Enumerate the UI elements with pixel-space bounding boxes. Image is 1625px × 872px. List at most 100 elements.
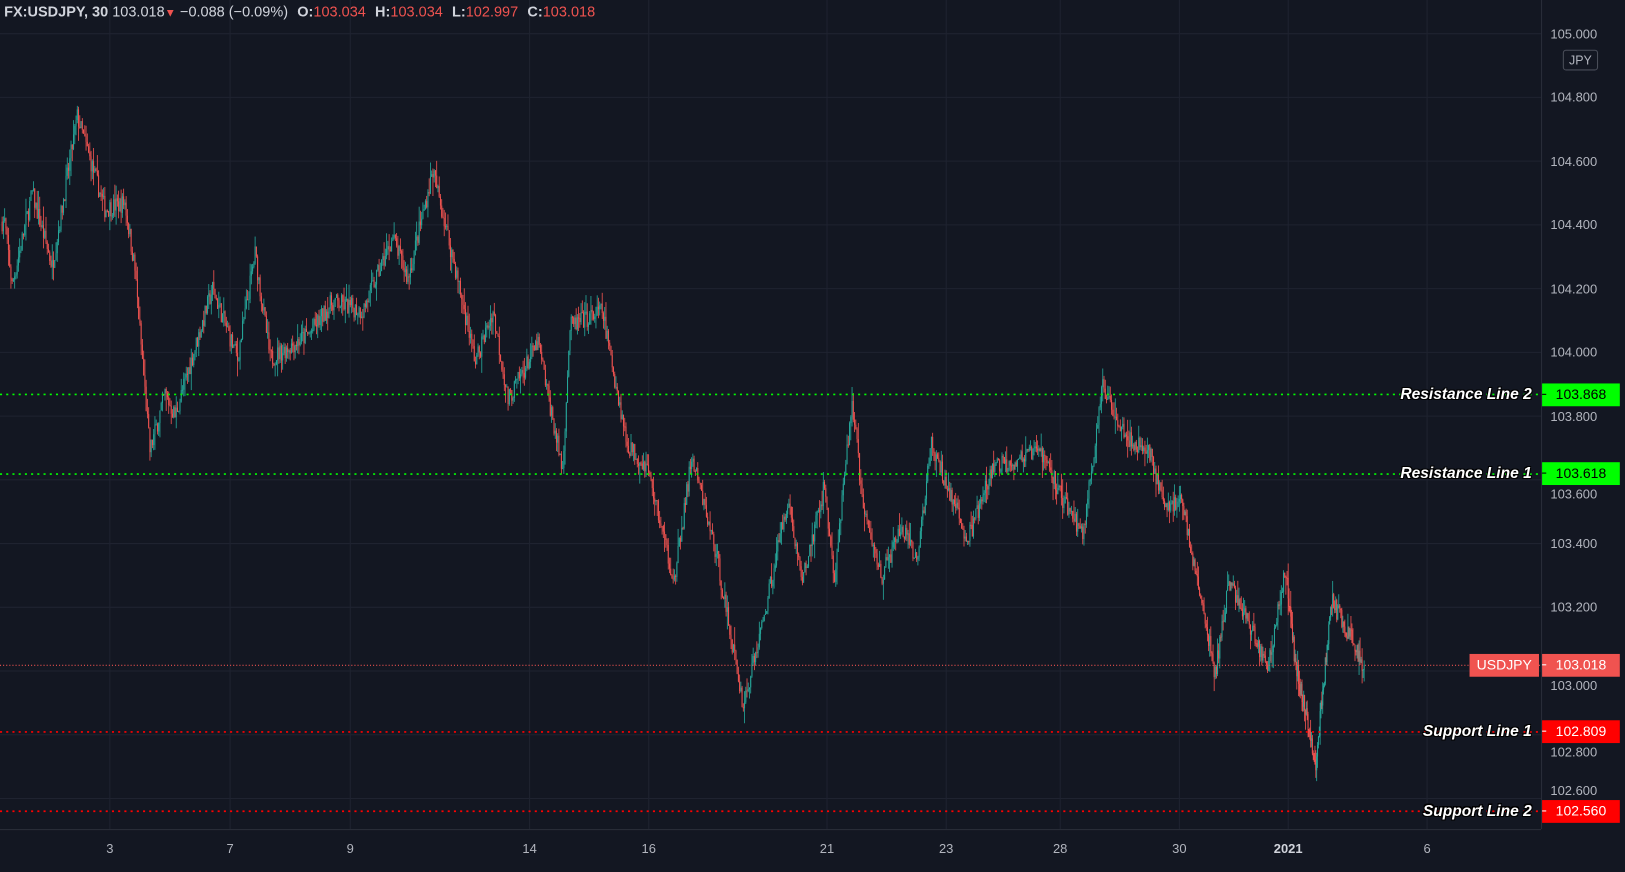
candle-body bbox=[901, 526, 903, 533]
candle-body bbox=[257, 256, 259, 281]
candle bbox=[263, 298, 265, 315]
candle-body bbox=[1340, 608, 1342, 611]
candle-body bbox=[1295, 658, 1297, 665]
candle-body bbox=[1247, 613, 1249, 621]
candle bbox=[1254, 623, 1256, 647]
candle bbox=[346, 283, 348, 302]
candle bbox=[914, 548, 916, 558]
candle-body bbox=[891, 547, 893, 563]
down-arrow-icon: ▼ bbox=[164, 7, 176, 20]
candle bbox=[310, 328, 312, 341]
candle bbox=[751, 653, 753, 678]
candle bbox=[1360, 656, 1362, 664]
candle-body bbox=[866, 513, 868, 521]
resistance-price-tag: 103.618 bbox=[1542, 462, 1620, 486]
candle-body bbox=[871, 539, 873, 546]
candle bbox=[392, 234, 394, 242]
candle bbox=[1145, 444, 1147, 454]
candle bbox=[576, 314, 578, 335]
candle bbox=[46, 240, 48, 255]
support-line-label[interactable]: Support Line 2 bbox=[1422, 802, 1532, 820]
candle-body bbox=[815, 515, 817, 525]
candle bbox=[220, 303, 222, 323]
candle bbox=[981, 496, 983, 510]
symbol-title[interactable]: FX:USDJPY, 30 bbox=[4, 3, 109, 20]
candle bbox=[332, 302, 334, 315]
candle bbox=[1323, 681, 1325, 688]
candle bbox=[1001, 452, 1003, 474]
candle bbox=[327, 296, 329, 331]
candle bbox=[1170, 495, 1172, 513]
candle bbox=[702, 479, 704, 506]
candle-body bbox=[1296, 664, 1298, 677]
candle-body bbox=[1012, 464, 1014, 467]
candle bbox=[867, 519, 869, 529]
candle-body bbox=[64, 199, 66, 201]
candle bbox=[902, 525, 904, 538]
candle bbox=[295, 341, 297, 351]
candle bbox=[114, 184, 116, 217]
candle bbox=[1149, 443, 1151, 463]
price-axis[interactable]: JPY 105.000 104.800 104.600 104.400 104.200 1… bbox=[1541, 0, 1625, 830]
support-line-label[interactable]: Support Line 1 bbox=[1422, 722, 1532, 741]
candle-body bbox=[750, 676, 752, 688]
candle bbox=[1159, 480, 1161, 494]
candle-body bbox=[101, 193, 103, 197]
candle-body bbox=[1353, 643, 1355, 645]
candle bbox=[1135, 439, 1137, 453]
candle-body bbox=[638, 464, 640, 466]
candle bbox=[196, 336, 199, 347]
plot-area[interactable] bbox=[0, 0, 1542, 830]
candle bbox=[508, 388, 510, 406]
candle bbox=[57, 220, 60, 246]
candle bbox=[877, 562, 879, 570]
candle-body bbox=[214, 288, 216, 299]
time-axis[interactable]: 3 7 9 14 16 21 23 28 30 2021 6 bbox=[0, 829, 1542, 871]
candle bbox=[1186, 509, 1188, 541]
candle bbox=[169, 398, 171, 407]
price-tick-label: 104.400 bbox=[1550, 217, 1598, 233]
candle-body bbox=[993, 463, 995, 472]
candle bbox=[1261, 643, 1263, 666]
candle-body bbox=[721, 589, 723, 597]
candle bbox=[660, 516, 662, 528]
candle bbox=[1287, 563, 1289, 616]
candle-body bbox=[565, 402, 567, 432]
currency-badge[interactable]: JPY bbox=[1562, 49, 1599, 71]
candle-body bbox=[1184, 511, 1186, 516]
candle-body bbox=[1241, 608, 1243, 617]
candle-body bbox=[581, 312, 583, 314]
candle bbox=[273, 362, 275, 367]
candle bbox=[1092, 465, 1094, 474]
candle bbox=[922, 503, 924, 527]
candle-body bbox=[1125, 434, 1127, 437]
candle bbox=[844, 471, 846, 486]
candle-body bbox=[497, 333, 499, 337]
candle bbox=[438, 176, 440, 199]
candle bbox=[1338, 594, 1340, 609]
candle-body bbox=[748, 687, 750, 690]
resistance-line-label[interactable]: Resistance Line 2 bbox=[1400, 385, 1532, 403]
resistance-line-label[interactable]: Resistance Line 1 bbox=[1400, 464, 1532, 483]
candle bbox=[472, 339, 474, 349]
candle-body bbox=[976, 505, 978, 509]
candle bbox=[636, 458, 638, 468]
candle-body bbox=[935, 454, 937, 462]
candle bbox=[232, 332, 234, 349]
candle-body bbox=[477, 346, 479, 356]
candle bbox=[641, 455, 643, 470]
candle-body bbox=[962, 528, 964, 530]
candle-body bbox=[660, 523, 662, 527]
candle bbox=[1197, 566, 1199, 590]
candle bbox=[242, 311, 244, 341]
candle-body bbox=[30, 191, 32, 201]
candle-body bbox=[305, 328, 307, 332]
candle bbox=[333, 299, 335, 320]
candle-body bbox=[911, 539, 913, 543]
candle bbox=[697, 462, 699, 484]
candle-body bbox=[12, 279, 14, 282]
candle-body bbox=[253, 263, 255, 267]
candle bbox=[1029, 440, 1032, 451]
candle-body bbox=[1079, 525, 1081, 529]
candle-body bbox=[322, 308, 324, 322]
